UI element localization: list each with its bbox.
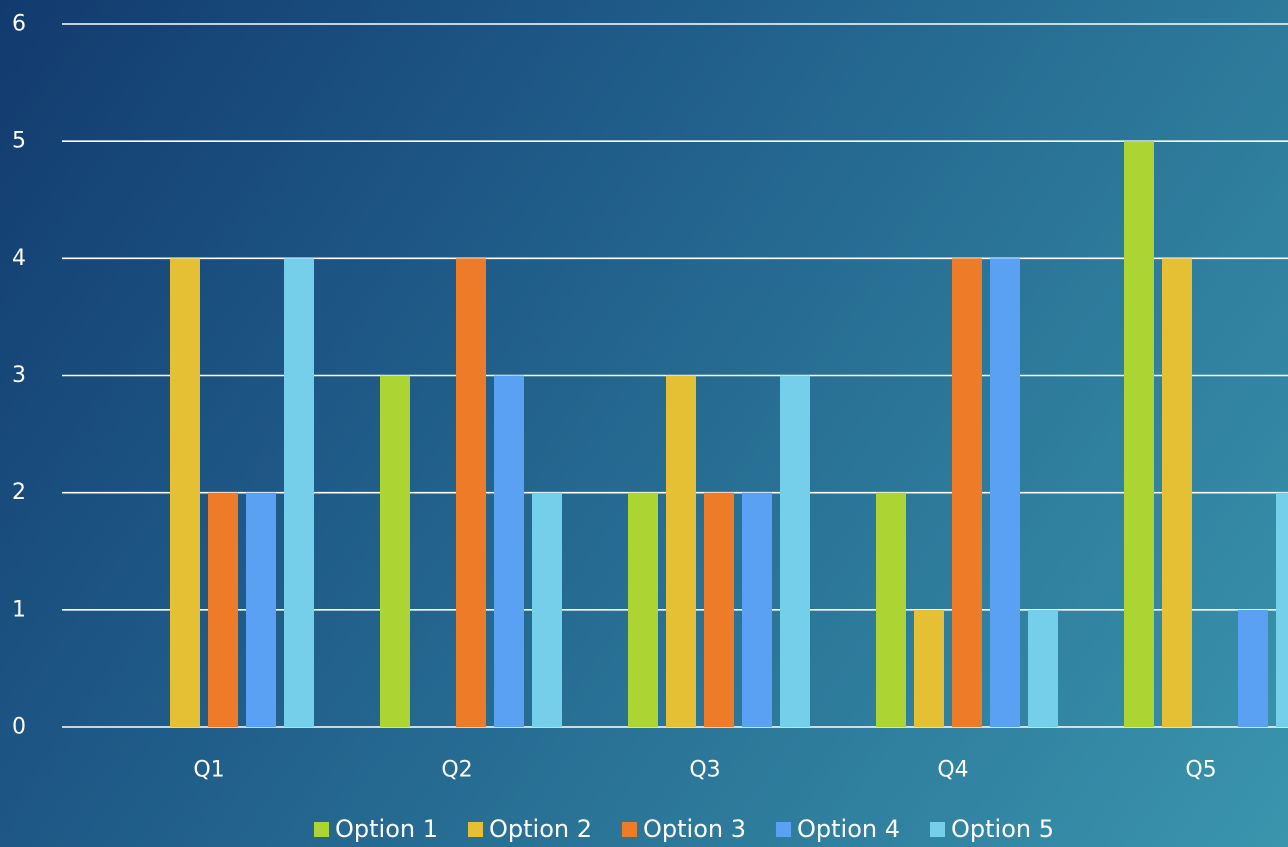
bar-q1-option-3 <box>208 492 238 727</box>
bars <box>170 141 1288 727</box>
legend-swatch-option-5 <box>930 821 945 837</box>
bar-q3-option-2 <box>666 375 696 727</box>
bar-q5-option-2 <box>1162 258 1192 727</box>
legend-label-option-3: Option 3 <box>643 815 746 843</box>
x-tick-label: Q5 <box>1185 758 1216 783</box>
legend-item-option-4: Option 4 <box>776 815 900 843</box>
bar-q3-option-1 <box>628 492 658 727</box>
x-tick-label: Q3 <box>689 758 720 783</box>
legend-item-option-2: Option 2 <box>468 815 592 843</box>
y-tick-label: 3 <box>12 363 26 388</box>
legend-label-option-4: Option 4 <box>797 815 900 843</box>
bar-q4-option-3 <box>952 258 982 727</box>
y-tick-label: 5 <box>12 129 26 154</box>
y-tick-label: 2 <box>12 480 26 505</box>
legend-item-option-5: Option 5 <box>930 815 1054 843</box>
bar-q2-option-3 <box>456 258 486 727</box>
bar-q3-option-3 <box>704 492 734 727</box>
bar-q3-option-4 <box>742 492 772 727</box>
y-tick-label: 4 <box>12 246 26 271</box>
bar-q3-option-5 <box>780 375 810 727</box>
bar-q1-option-2 <box>170 258 200 727</box>
x-tick-label: Q1 <box>193 758 224 783</box>
bar-q5-option-4 <box>1238 609 1268 727</box>
bar-q4-option-5 <box>1028 609 1058 727</box>
legend-label-option-2: Option 2 <box>489 815 592 843</box>
legend-item-option-3: Option 3 <box>622 815 746 843</box>
bar-q2-option-1 <box>380 375 410 727</box>
x-axis-tick-labels: Q1 Q2 Q3 Q4 Q5 <box>193 758 1216 783</box>
legend-swatch-option-3 <box>622 821 637 837</box>
y-tick-label: 0 <box>12 715 26 740</box>
bar-q2-option-5 <box>532 492 562 727</box>
legend-item-option-1: Option 1 <box>314 815 438 843</box>
bar-q5-option-5 <box>1276 492 1288 727</box>
bar-q2-option-4 <box>494 375 524 727</box>
legend-swatch-option-2 <box>468 821 483 837</box>
y-tick-label: 6 <box>12 12 26 37</box>
y-tick-label: 1 <box>12 597 26 622</box>
bar-q4-option-1 <box>876 492 906 727</box>
x-tick-label: Q2 <box>441 758 472 783</box>
legend-label-option-5: Option 5 <box>951 815 1054 843</box>
bar-q1-option-5 <box>284 258 314 727</box>
bar-q1-option-4 <box>246 492 276 727</box>
y-axis-tick-labels: 0 1 2 3 4 5 6 <box>12 12 26 740</box>
bar-q4-option-2 <box>914 609 944 727</box>
legend-label-option-1: Option 1 <box>335 815 438 843</box>
x-tick-label: Q4 <box>937 758 968 783</box>
bar-q4-option-4 <box>990 258 1020 727</box>
bar-q5-option-1 <box>1124 141 1154 727</box>
legend-swatch-option-1 <box>314 821 329 837</box>
legend-swatch-option-4 <box>776 821 791 837</box>
legend: Option 1 Option 2 Option 3 Option 4 Opti… <box>0 811 1288 847</box>
